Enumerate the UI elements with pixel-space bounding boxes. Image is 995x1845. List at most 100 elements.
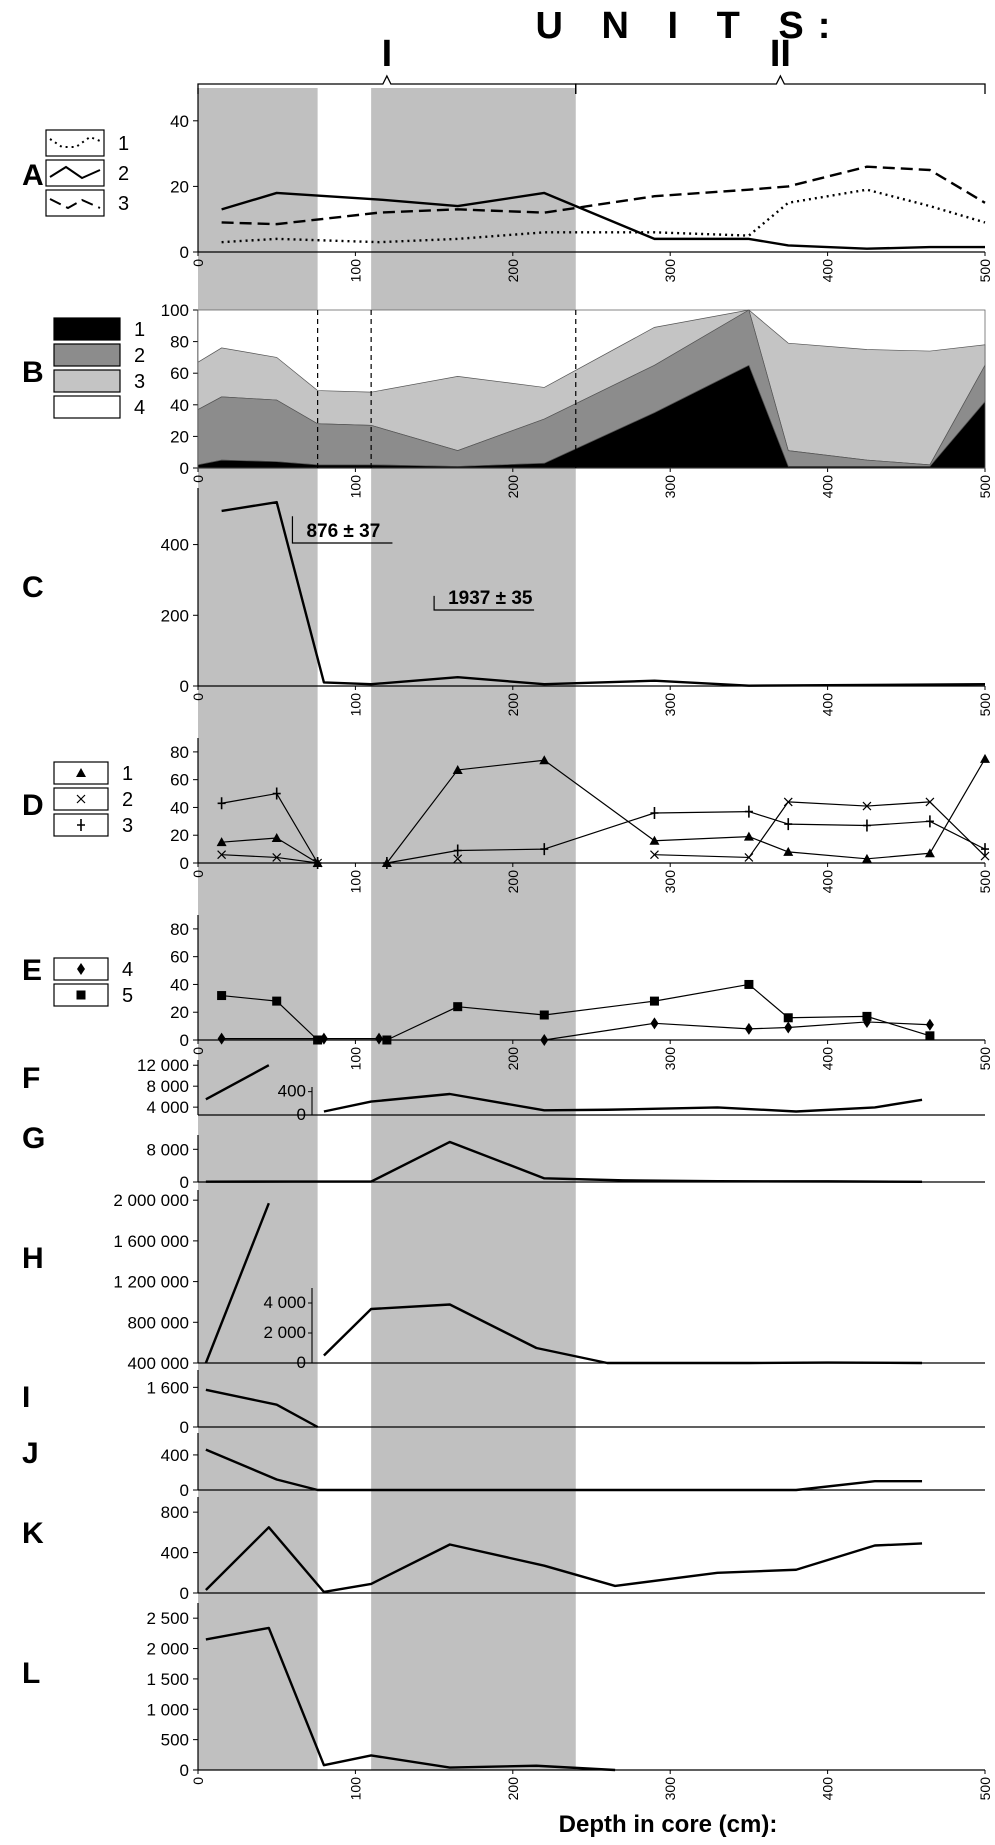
inset-series-line-H — [323, 1303, 923, 1365]
inset-tick-label-H: 4 000 — [263, 1293, 306, 1312]
x-tick-label-C: 400 — [820, 693, 836, 717]
legend-label-A-3: 3 — [118, 193, 129, 215]
y-tick-label-C: 0 — [180, 677, 189, 696]
inset-series-line-F — [323, 1092, 923, 1113]
series-line-A-1 — [221, 188, 986, 244]
x-tick-label-A: 100 — [347, 259, 363, 283]
inset-tick-label-H: 2 000 — [263, 1323, 306, 1342]
legend-label-E-4: 4 — [122, 959, 133, 981]
y-tick-label-L: 1 500 — [146, 1670, 189, 1689]
y-tick-label-I: 0 — [180, 1418, 189, 1437]
panel-letter-H: H — [22, 1242, 44, 1275]
y-tick-label-F: 12 000 — [137, 1056, 189, 1075]
data-point-D-3 — [313, 857, 322, 869]
data-point-E-4 — [744, 1022, 753, 1035]
x-tick-label-L: 100 — [347, 1777, 363, 1801]
data-point-E-5 — [272, 996, 282, 1006]
y-tick-label-K: 800 — [161, 1503, 189, 1522]
x-tick-label-E: 100 — [347, 1047, 363, 1071]
inset-tick-label-F: 400 — [278, 1082, 306, 1101]
x-tick-label-D: 100 — [347, 870, 363, 894]
series-line-I-main — [205, 1388, 319, 1429]
data-point-D-3 — [862, 819, 871, 832]
x-tick-label-B: 200 — [505, 475, 521, 499]
data-point-D-2 — [453, 854, 463, 864]
x-axis-title: Depth in core (cm): — [559, 1811, 778, 1838]
legend-label-E-5: 5 — [122, 985, 133, 1007]
series-line-E-4 — [544, 1021, 930, 1041]
panel-letter-J: J — [22, 1437, 39, 1470]
y-tick-label-B: 0 — [180, 459, 189, 478]
y-tick-label-E: 80 — [170, 920, 189, 939]
legend-line-sample-2 — [49, 165, 101, 180]
data-point-D-1 — [743, 831, 754, 841]
panel-letter-G: G — [22, 1122, 45, 1155]
panel-letter-F: F — [22, 1062, 40, 1095]
y-tick-label-H: 1 200 000 — [113, 1273, 189, 1292]
y-tick-label-L: 2 500 — [146, 1609, 189, 1628]
y-tick-label-I: 1 600 — [146, 1378, 189, 1397]
x-tick-label-L: 400 — [820, 1777, 836, 1801]
inset-tick-label-H: 0 — [297, 1353, 306, 1372]
x-tick-label-C: 0 — [190, 693, 206, 701]
x-tick-label-E: 500 — [977, 1047, 993, 1071]
legend-swatch-A-1 — [45, 129, 105, 157]
data-point-D-2 — [217, 850, 227, 860]
x-tick-label-E: 300 — [662, 1047, 678, 1071]
data-point-E-5 — [649, 996, 659, 1006]
data-point-D-2 — [980, 851, 990, 861]
data-point-E-5 — [539, 1010, 549, 1020]
panel-letter-D: D — [22, 789, 44, 822]
x-tick-label-L: 500 — [977, 1777, 993, 1801]
y-tick-label-D: 80 — [170, 743, 189, 762]
series-line-A-3 — [221, 165, 986, 226]
data-point-D-1 — [861, 853, 872, 863]
legend-swatch-B-4 — [53, 395, 121, 419]
x-tick-label-C: 300 — [662, 693, 678, 717]
data-point-E-4 — [784, 1021, 793, 1034]
units-title: U N I T S: — [536, 5, 845, 47]
x-tick-label-A: 500 — [977, 259, 993, 283]
y-tick-label-L: 1 000 — [146, 1700, 189, 1719]
legend-marker-D-3 — [77, 819, 85, 831]
y-tick-label-H: 800 000 — [128, 1313, 189, 1332]
data-point-D-2 — [925, 797, 935, 807]
data-point-D-2 — [650, 850, 659, 860]
date-annotation-0: 876 ± 37 — [306, 521, 380, 542]
y-tick-label-E: 60 — [170, 948, 189, 967]
x-tick-label-B: 300 — [662, 475, 678, 499]
data-point-E-5 — [862, 1011, 872, 1021]
series-line-H-main — [204, 1202, 270, 1364]
y-tick-label-A: 40 — [170, 112, 189, 131]
data-point-D-2 — [272, 853, 282, 862]
series-line-L-main — [205, 1626, 616, 1772]
data-point-D-1 — [216, 837, 227, 847]
date-annotation-1: 1937 ± 35 — [448, 588, 533, 609]
legend-line-sample-3 — [49, 198, 101, 210]
x-tick-label-C: 200 — [505, 693, 521, 717]
data-point-D-3 — [382, 857, 391, 869]
y-tick-label-D: 40 — [170, 798, 189, 817]
x-tick-label-E: 200 — [505, 1047, 521, 1071]
area-series-1 — [197, 364, 986, 469]
y-tick-label-H: 400 000 — [128, 1354, 189, 1373]
data-point-D-2 — [862, 801, 872, 811]
x-tick-label-L: 300 — [662, 1777, 678, 1801]
data-point-E-4 — [375, 1032, 384, 1045]
x-tick-label-B: 0 — [190, 475, 206, 483]
annotation-leader-1 — [433, 595, 535, 611]
y-tick-label-E: 40 — [170, 975, 189, 994]
legend-label-D-2: 2 — [122, 789, 133, 811]
panel-letter-K: K — [22, 1517, 44, 1550]
series-line-J-main — [205, 1448, 923, 1492]
data-point-D-3 — [784, 818, 793, 831]
data-point-D-1 — [924, 848, 935, 858]
y-tick-label-L: 2 000 — [146, 1640, 189, 1659]
legend-label-B-2: 2 — [134, 345, 145, 367]
x-tick-label-E: 0 — [190, 1047, 206, 1055]
x-tick-label-B: 100 — [347, 475, 363, 499]
legend-swatch-B-3 — [53, 369, 121, 393]
y-tick-label-L: 0 — [180, 1761, 189, 1780]
legend-marker-E-4 — [77, 963, 85, 975]
